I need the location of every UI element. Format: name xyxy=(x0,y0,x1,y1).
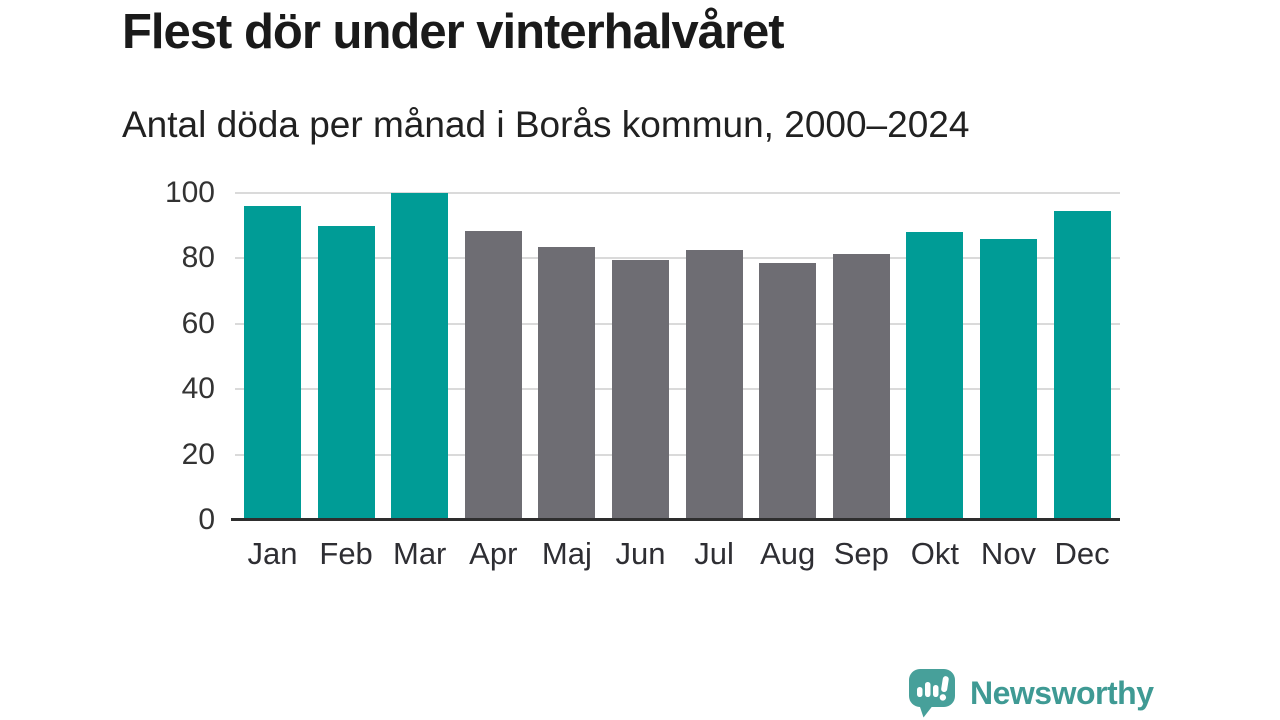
gridline xyxy=(235,322,1120,325)
y-tick-label: 40 xyxy=(181,372,215,406)
gridline xyxy=(235,257,1120,260)
x-tick-label-sep: Sep xyxy=(833,536,889,571)
bar-mar xyxy=(391,193,449,520)
gridline xyxy=(235,192,1120,194)
bar-sep xyxy=(832,253,890,520)
bar-nov xyxy=(980,238,1037,520)
bar-maj xyxy=(538,246,596,520)
plot-area xyxy=(231,192,1120,521)
y-tick-label: 20 xyxy=(181,437,215,471)
newsworthy-logo: Newsworthy xyxy=(908,668,1154,718)
y-axis-tick-labels: 0 20 40 60 80 100 xyxy=(100,176,215,536)
x-tick-label-maj: Maj xyxy=(541,536,592,571)
bar-dec xyxy=(1053,211,1111,520)
chart-subtitle: Antal döda per månad i Borås kommun, 200… xyxy=(122,104,970,145)
x-tick-label-aug: Aug xyxy=(760,536,816,571)
x-tick-label-jun: Jun xyxy=(615,536,666,571)
x-tick-label-okt: Okt xyxy=(910,536,960,571)
bar-okt xyxy=(906,232,964,520)
bar-chart-speech-bubble-icon xyxy=(909,669,955,718)
gridline xyxy=(235,388,1120,391)
x-tick-label-jan: Jan xyxy=(247,536,298,571)
gridline xyxy=(235,453,1120,456)
newsworthy-logo-text: Newsworthy xyxy=(970,674,1154,711)
chart-title: Flest dör under vinterhalvåret xyxy=(122,5,785,59)
x-tick-label-apr: Apr xyxy=(469,536,518,571)
y-tick-label: 0 xyxy=(198,503,215,536)
bar-feb xyxy=(317,225,375,520)
x-tick-label-nov: Nov xyxy=(980,536,1037,571)
y-tick-label: 60 xyxy=(181,306,215,340)
x-tick-label-dec: Dec xyxy=(1054,536,1110,571)
y-tick-label: 80 xyxy=(181,241,215,275)
x-tick-label-jul: Jul xyxy=(694,536,734,571)
x-axis-tick-labels: Jan Feb Mar Apr Maj Jun Jul Aug Sep Okt Nov Dec xyxy=(235,536,1120,576)
bar-aug xyxy=(759,263,817,520)
bar-jan xyxy=(244,206,301,520)
x-tick-label-mar: Mar xyxy=(392,536,447,571)
bar-jul xyxy=(685,250,743,520)
y-tick-label: 100 xyxy=(164,176,215,209)
bar-jun xyxy=(612,260,669,520)
bar-apr xyxy=(464,230,522,520)
x-axis-line xyxy=(231,518,1120,521)
x-tick-label-feb: Feb xyxy=(319,536,373,571)
